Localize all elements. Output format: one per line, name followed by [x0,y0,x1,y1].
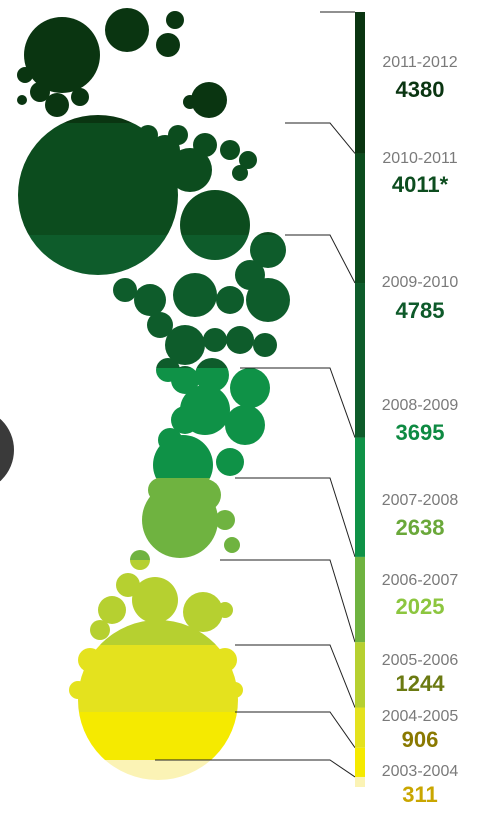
footprint-dot [216,286,244,314]
footprint-dot [78,648,102,672]
footprint-dot [173,273,217,317]
footprint-dot [142,482,218,558]
footprint-dot [153,435,213,495]
footprint-dot [168,125,188,145]
connector [235,477,356,558]
footprint-dot [17,95,27,105]
footprint-dot [113,278,137,302]
footprint-dot [105,8,149,52]
category-label: 2004-2005 [382,708,459,725]
footprint-dot [226,326,254,354]
footprint-dot [45,93,69,117]
footprint-dot [18,115,178,275]
footprint-dot [227,682,243,698]
footprint-dot [168,148,212,192]
footprint-dot [191,82,227,118]
footprint-dot [183,95,197,109]
value-label: 1244 [396,671,446,696]
category-label: 2011-2012 [382,54,457,71]
footprint-dot [30,82,50,102]
bar-segment [355,12,365,154]
footprint-dot [134,284,166,316]
footprint [17,8,290,780]
footprint-dot [180,190,250,260]
category-label: 2006-2007 [382,572,459,589]
value-label: 2638 [396,515,445,540]
footprint-dot [90,620,110,640]
footprint-dot [132,577,178,623]
footprint-dot [225,405,265,445]
footprint-dot [17,67,33,83]
footprint-dot [232,165,248,181]
value-label: 906 [402,727,439,752]
footprint-dot [98,596,126,624]
value-label: 311 [402,782,438,807]
category-label: 2008-2009 [382,397,459,414]
bar-segment [355,283,365,438]
footprint-dot [217,602,233,618]
bar-segment [355,153,365,284]
connector [235,711,356,748]
bar-segment [355,556,365,643]
footprint-dot [138,125,158,145]
connector [235,644,356,708]
footprint-dot [220,140,240,160]
footprint-dot [165,325,205,365]
footprint-dot [71,88,89,106]
footprint-dot [213,648,237,672]
footprint-dot [195,358,229,392]
footprint-dot [230,368,270,408]
bar-segment [355,642,365,708]
footprint-dot [78,620,238,780]
footprint-dot [250,232,286,268]
footprint-dot [180,385,230,435]
value-label: 4011* [392,172,449,197]
footprint-dot [183,592,223,632]
footprint-dot [24,17,100,93]
connectors [155,11,356,778]
connector [285,234,356,284]
category-label: 2010-2011 [382,150,457,167]
footprint-dot [224,537,240,553]
bar-segment [355,747,365,777]
footprint-dot [216,448,244,476]
connector [240,367,356,438]
category-label: 2009-2010 [382,274,459,291]
bar-segment [355,707,365,748]
side-shape [0,418,14,482]
footprint-dot [156,33,180,57]
footprint-dot [215,510,235,530]
value-label: 3695 [396,420,445,445]
connector [285,122,356,154]
category-label: 2005-2006 [382,652,459,669]
value-label: 4785 [396,298,445,323]
bar-segment [355,776,365,787]
value-label: 2025 [396,594,445,619]
category-label: 2003-2004 [382,763,459,780]
category-label: 2007-2008 [382,492,459,509]
connector [220,559,356,643]
footprint-dot [147,312,173,338]
footprint-dot [253,333,277,357]
value-label: 4380 [396,77,445,102]
footprint-dot [246,278,290,322]
footprint-dot [239,151,257,169]
footprint-dot [171,366,199,394]
bar-segment [355,437,365,557]
footprint-dot [69,681,87,699]
connector [155,759,356,778]
footprint-dot [203,328,227,352]
footprint-dot [130,550,150,570]
footprint-dot [193,133,217,157]
footprint-dot [166,11,184,29]
